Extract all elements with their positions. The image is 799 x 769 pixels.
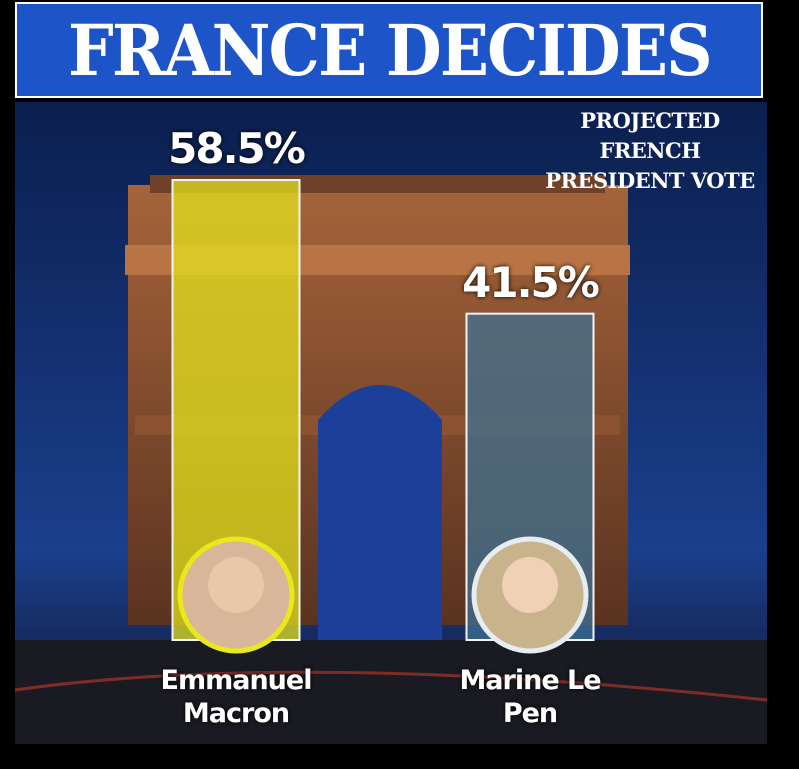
value-label: 41.5% [462,257,600,307]
portraits [177,536,589,654]
category-label: Marine Le Pen [459,665,601,729]
category-label: Emmanuel Macron [160,665,313,729]
light-trail [14,670,768,702]
chart-title: FRANCE DECIDES [67,8,713,92]
title-banner: FRANCE DECIDES [15,2,763,98]
road [15,640,767,744]
subtitle: PROJECTED FRENCH PRESIDENT VOTE [545,108,755,193]
value-label: 58.5% [168,124,306,173]
